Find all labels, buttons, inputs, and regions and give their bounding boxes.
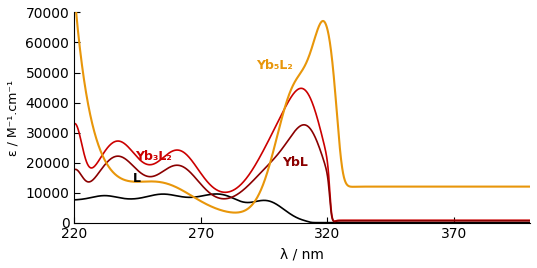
Text: YbL: YbL: [282, 156, 308, 169]
Text: Yb₃L₂: Yb₃L₂: [135, 150, 172, 163]
Y-axis label: ε / M⁻¹.cm⁻¹: ε / M⁻¹.cm⁻¹: [7, 80, 20, 155]
X-axis label: λ / nm: λ / nm: [280, 247, 324, 261]
Text: L: L: [133, 172, 141, 185]
Text: Yb₅L₂: Yb₅L₂: [257, 59, 293, 73]
